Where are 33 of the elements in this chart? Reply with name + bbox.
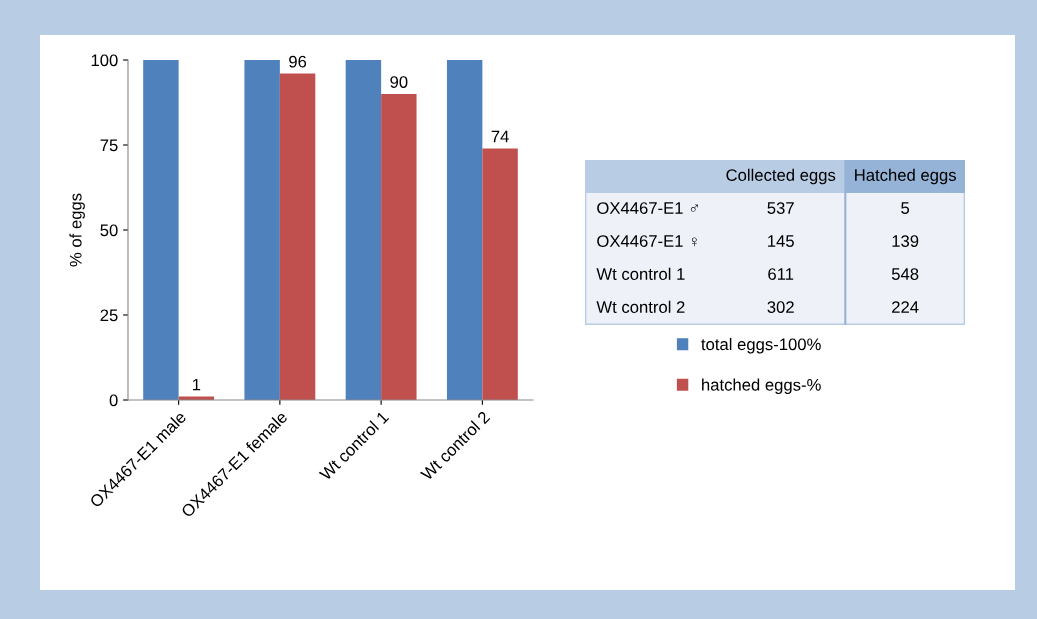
text: 145 [768, 235, 794, 247]
text: Wt control 2 [596, 300, 685, 313]
bar [482, 148, 518, 400]
bar [381, 94, 417, 400]
y-tick-label: 100 [91, 54, 118, 67]
bar [244, 60, 280, 400]
y-tick-label: 25 [100, 309, 118, 322]
text: OX4467-E1 ♂ [597, 202, 698, 214]
data-label: 96 [289, 55, 307, 68]
bar [279, 73, 316, 400]
legend-label: total eggs-100% [701, 337, 821, 354]
text: 611 [768, 268, 794, 280]
data-label: 1 [192, 378, 201, 391]
bar [446, 60, 483, 400]
text: 537 [767, 202, 794, 214]
text: Collected eggs [726, 168, 836, 185]
text: 5 [901, 202, 910, 214]
bar [345, 60, 382, 400]
data-label: 90 [390, 76, 408, 88]
bar [143, 60, 179, 400]
legend-label: hatched eggs-% [702, 378, 821, 395]
y-tick-label: 50 [100, 224, 118, 237]
text: 302 [767, 301, 794, 313]
text: 224 [892, 301, 919, 313]
y-tick-label: 0 [109, 394, 118, 407]
y-tick-label: 75 [100, 139, 118, 152]
text: OX4467-E1 ♀ [597, 235, 697, 247]
text: 548 [891, 268, 919, 280]
text: Wt control 1 [596, 267, 685, 280]
y-axis-title: % of eggs [69, 193, 85, 267]
data-label: 74 [491, 130, 509, 143]
text: 139 [892, 235, 919, 247]
text: Hatched eggs [855, 168, 956, 185]
